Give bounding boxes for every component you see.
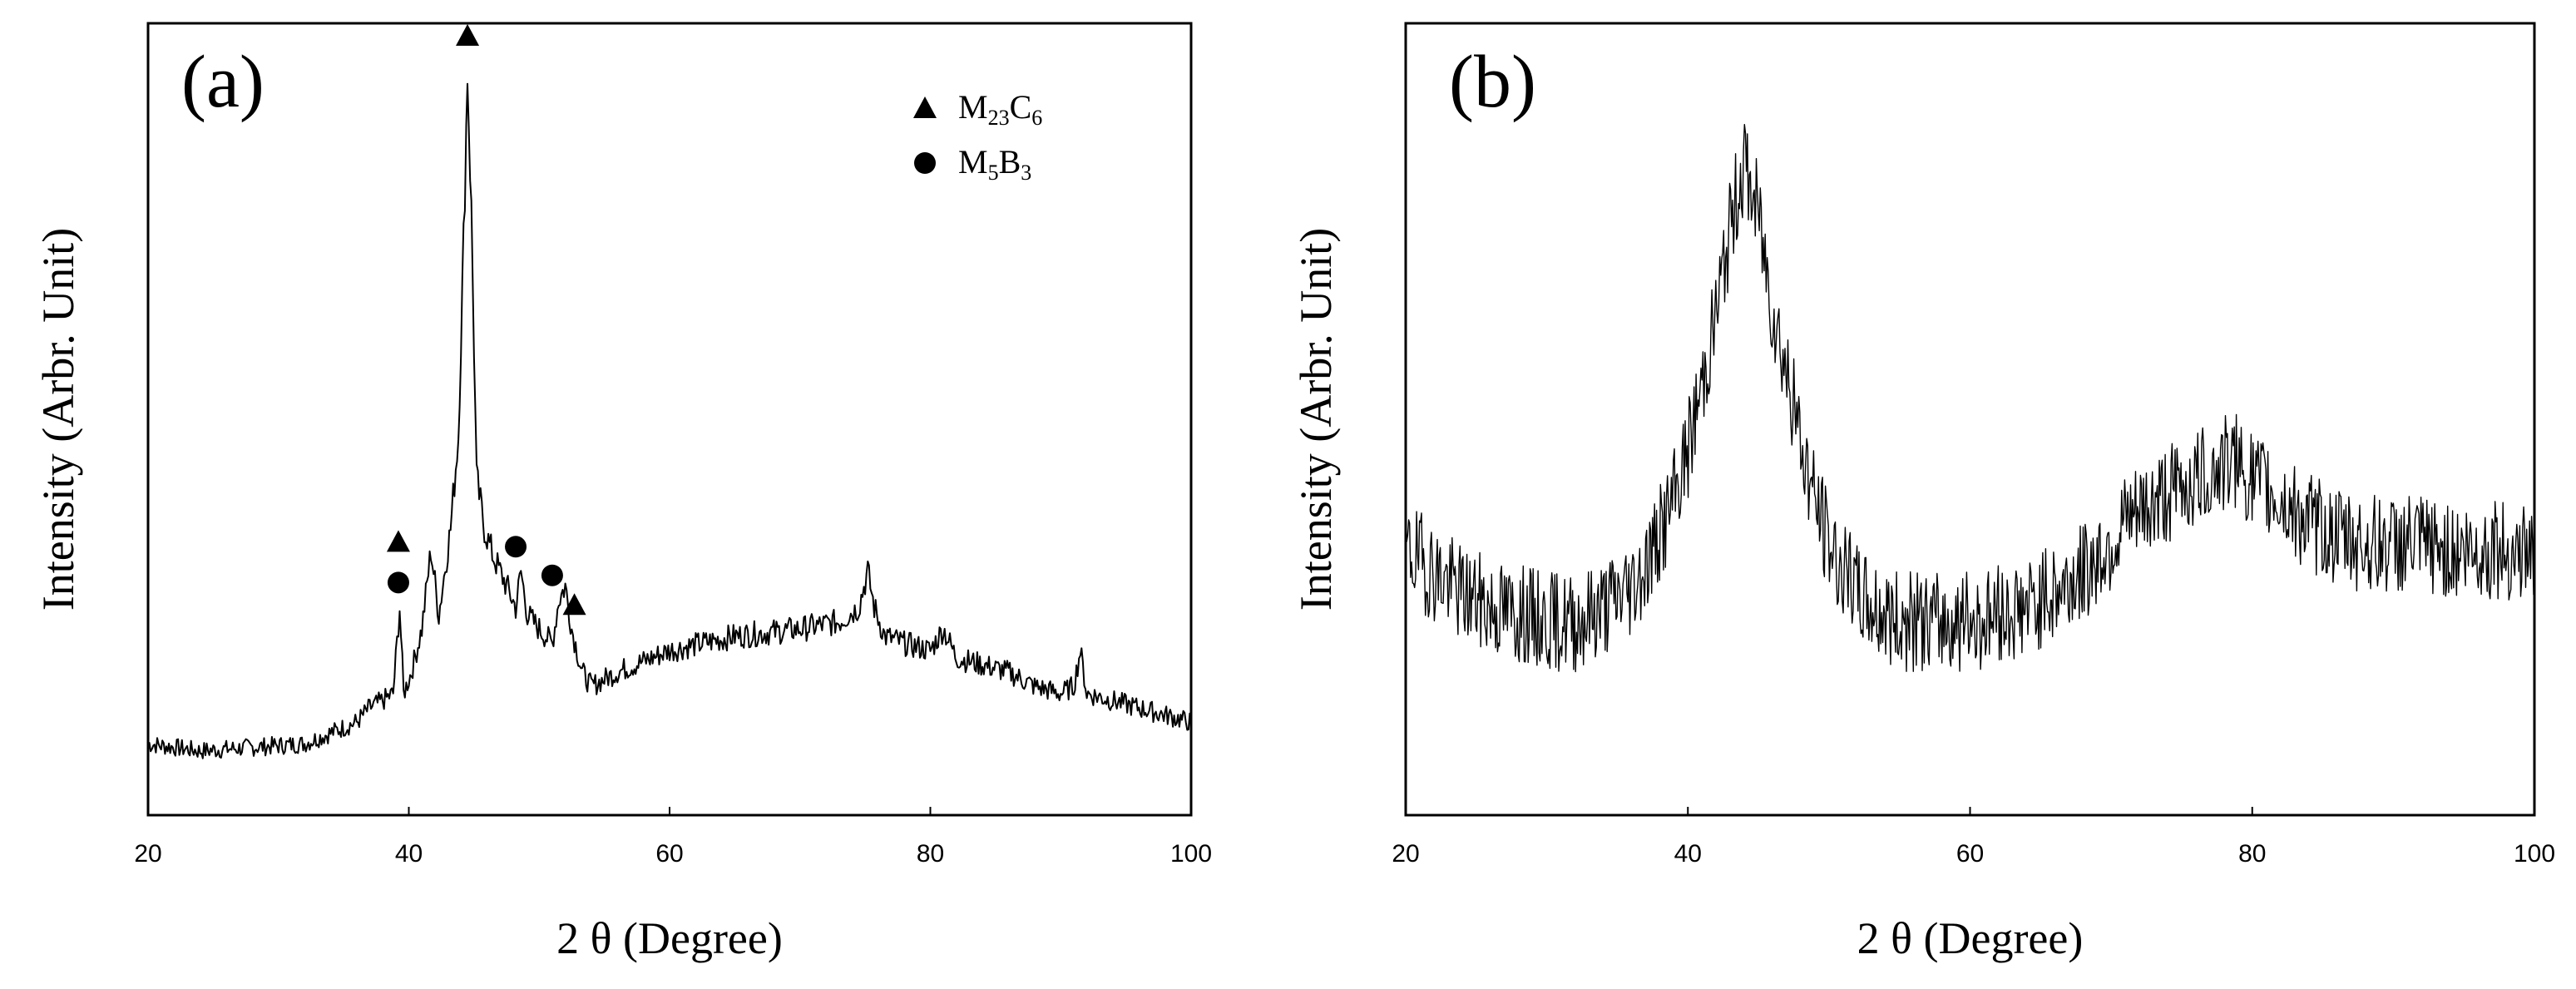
x-axis-title-b: 2 θ (Degree) xyxy=(1857,913,2084,963)
peak-marker-triangle-1 xyxy=(386,530,410,552)
y-axis-title-a: Intensity (Arbr. Unit) xyxy=(33,228,83,611)
peak-marker-circle-2 xyxy=(387,571,409,594)
legend-triangle-marker xyxy=(913,96,937,118)
x-tick-label-a-20: 20 xyxy=(134,840,161,868)
series-line-0-0 xyxy=(147,82,1192,759)
x-tick-label-b-60: 60 xyxy=(1956,840,1984,868)
panel-a: (a) M23C6 M5B3 20 40 60 80 100 2 θ (Degr… xyxy=(33,22,1212,963)
x-tick-label-b-40: 40 xyxy=(1674,840,1702,868)
x-tick-label-b-80: 80 xyxy=(2238,840,2266,868)
legend-label-m5b3: M5B3 xyxy=(958,143,1031,185)
legend-circle-marker xyxy=(914,152,936,174)
peak-marker-triangle-5 xyxy=(562,593,586,616)
x-tick-label-b-20: 20 xyxy=(1392,840,1419,868)
y-axis-title-b: Intensity (Arbr. Unit) xyxy=(1291,228,1341,611)
x-tick-label-a-100: 100 xyxy=(1170,840,1212,868)
x-tick-label-a-80: 80 xyxy=(917,840,944,868)
series-line-1-0 xyxy=(1405,123,2534,673)
x-tick-label-b-100: 100 xyxy=(2514,840,2555,868)
panel-a-label: (a) xyxy=(181,41,265,123)
panel-a-frame xyxy=(146,22,1193,817)
x-tick-label-a-40: 40 xyxy=(395,840,423,868)
panel-b: (b) 20 40 60 80 100 2 θ (Degree) Intensi… xyxy=(1291,22,2555,963)
peak-marker-circle-3 xyxy=(505,536,527,558)
legend-label-m23c6: M23C6 xyxy=(958,88,1042,130)
panel-b-frame xyxy=(1404,22,2536,817)
panel-b-label: (b) xyxy=(1449,41,1536,123)
x-tick-label-a-60: 60 xyxy=(655,840,683,868)
legend: M23C6 M5B3 xyxy=(913,88,1042,185)
plot-area-a xyxy=(147,24,1192,815)
peak-marker-circle-4 xyxy=(541,564,563,586)
x-axis-title-a: 2 θ (Degree) xyxy=(556,913,783,963)
peak-marker-triangle-0 xyxy=(456,24,480,46)
